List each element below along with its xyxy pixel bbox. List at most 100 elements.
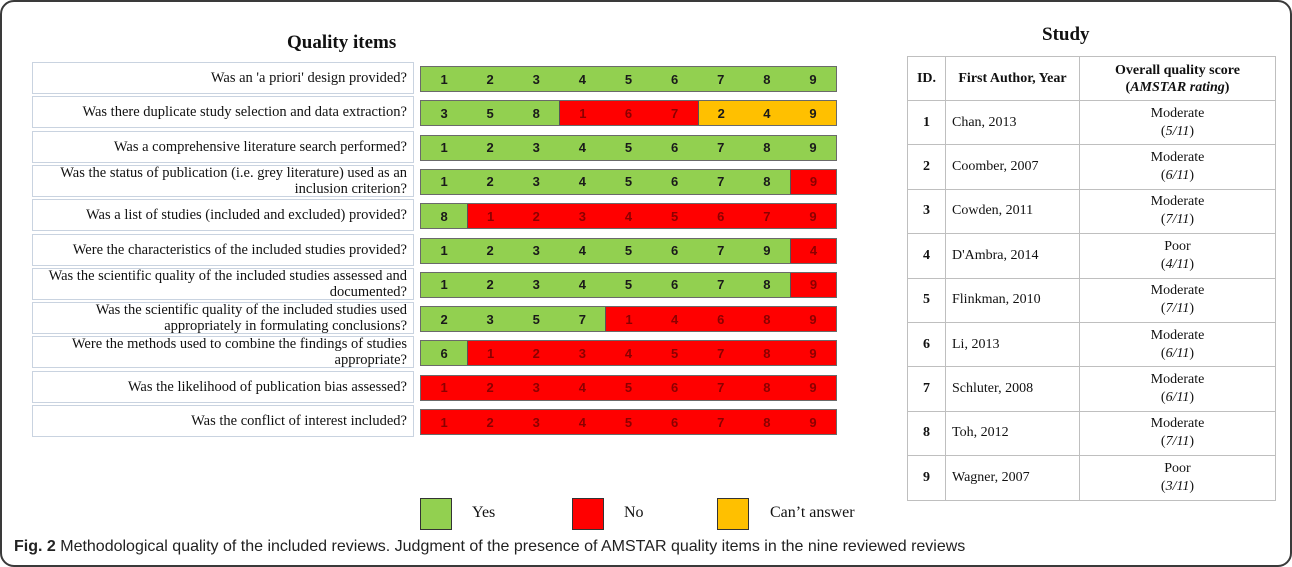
quality-item-label: Was an 'a priori' design provided? [32, 62, 414, 94]
caption-label: Fig. 2 [14, 538, 56, 555]
study-id-cell-no: 4 [605, 204, 652, 229]
amstar-rating: (4/11) [1160, 256, 1195, 272]
legend-cant-answer-swatch [717, 498, 749, 530]
study-score: Poor (4/11) [1079, 233, 1276, 279]
study-id-cell-no: 1 [467, 204, 514, 229]
study-id-cell-no: 3 [513, 375, 560, 400]
study-id-cell-yes: 8 [743, 169, 790, 194]
amstar-rating: (7/11) [1160, 301, 1195, 317]
study-author: Schluter, 2008 [945, 366, 1080, 412]
amstar-rating-value: 7/11 [1165, 301, 1190, 317]
study-id-cell-no: 5 [605, 375, 652, 400]
study-id-cell-yes: 5 [605, 67, 652, 91]
study-row: 5 Flinkman, 2010 Moderate (7/11) [907, 277, 1276, 323]
quality-item-label: Was the scientific quality of the includ… [32, 302, 414, 335]
study-id-cell-no: 9 [789, 375, 836, 400]
study-score: Moderate (6/11) [1079, 321, 1276, 368]
study-id: 7 [907, 366, 946, 412]
amstar-rating: (3/11) [1160, 478, 1195, 494]
amstar-rating: (7/11) [1160, 434, 1195, 450]
study-id-cell-no: 9 [789, 307, 836, 332]
study-id-cell-yes: 6 [651, 135, 698, 160]
study-id-cell-yes: 8 [743, 67, 790, 91]
study-score: Moderate (7/11) [1079, 188, 1276, 235]
legend-no-swatch [572, 498, 604, 530]
study-author: D'Ambra, 2014 [945, 233, 1080, 279]
study-id-cell-no: 2 [467, 375, 514, 400]
quality-item-label: Were the characteristics of the included… [32, 233, 414, 266]
study-id-cell-yes: 8 [743, 135, 790, 160]
quality-item-label: Was a list of studies (included and excl… [32, 199, 414, 232]
study-id-cell-no: 5 [651, 341, 698, 366]
quality-level: Moderate [1150, 105, 1205, 121]
study-id-cell-cant_answer: 4 [743, 101, 790, 126]
study-id-cell-yes: 9 [789, 135, 836, 160]
study-id-cell-no: 7 [651, 101, 698, 126]
study-id-cell-no: 7 [697, 375, 744, 400]
study-id-cell-no: 9 [789, 341, 836, 366]
study-author: Wagner, 2007 [945, 455, 1080, 501]
study-id-cell-yes: 8 [421, 204, 468, 229]
study-row: 7 Schluter, 2008 Moderate (6/11) [907, 366, 1276, 412]
study-author: Toh, 2012 [945, 410, 1080, 457]
study-id: 8 [907, 410, 946, 457]
study-id-cell-yes: 3 [421, 101, 468, 126]
study-id-cell-no: 1 [605, 307, 652, 332]
study-id-cell-no: 3 [559, 204, 606, 229]
legend-cant-answer-label: Can’t answer [770, 504, 855, 521]
caption-text: Methodological quality of the included r… [60, 538, 966, 555]
study-id-cell-yes: 7 [697, 135, 744, 160]
study-id-cell-yes: 6 [421, 341, 468, 366]
study-id-cell-yes: 2 [467, 135, 514, 160]
study-id-cell-yes: 5 [605, 238, 652, 263]
study-id-cell-yes: 1 [421, 135, 468, 160]
study-id-cell-yes: 3 [513, 238, 560, 263]
study-id-cell-no: 9 [789, 272, 836, 297]
quality-level: Moderate [1150, 194, 1205, 210]
study-id-cell-no: 8 [743, 375, 790, 400]
study-id-cell-no: 1 [467, 341, 514, 366]
study-id-cell-yes: 3 [467, 307, 514, 332]
study-id-cell-no: 2 [513, 341, 560, 366]
header-score-title: Overall quality score [1115, 62, 1240, 78]
quality-level: Moderate [1150, 327, 1205, 343]
study-id-cell-yes: 7 [697, 67, 744, 91]
study-id-cell-yes: 1 [421, 272, 468, 297]
study-id-cell-yes: 8 [513, 101, 560, 126]
study-id: 1 [907, 99, 946, 146]
amstar-rating: (7/11) [1160, 212, 1195, 228]
study-row: 6 Li, 2013 Moderate (6/11) [907, 321, 1276, 368]
study-id-cell-no: 5 [605, 410, 652, 434]
quality-item-label: Was a comprehensive literature search pe… [32, 130, 414, 163]
quality-items-heading: Quality items [287, 32, 397, 53]
study-id-cell-yes: 6 [651, 169, 698, 194]
header-score-rating: (AMSTAR rating) [1125, 79, 1230, 95]
amstar-rating: (5/11) [1160, 123, 1195, 139]
amstar-rating-value: 3/11 [1165, 478, 1190, 494]
header-rating-text: AMSTAR rating [1130, 79, 1225, 95]
amstar-rating: (6/11) [1160, 345, 1195, 361]
study-id-cell-yes: 1 [421, 67, 468, 91]
legend-no-label: No [624, 504, 644, 521]
study-row: 3 Cowden, 2011 Moderate (7/11) [907, 188, 1276, 235]
study-author: Coomber, 2007 [945, 144, 1080, 190]
study-id-cell-no: 6 [651, 375, 698, 400]
study-id-cell-yes: 6 [651, 272, 698, 297]
study-id-cell-yes: 4 [559, 135, 606, 160]
quality-item-label: Was there duplicate study selection and … [32, 96, 414, 129]
study-id-cell-yes: 4 [559, 238, 606, 263]
study-id-cell-no: 9 [789, 204, 836, 229]
study-row: 4 D'Ambra, 2014 Poor (4/11) [907, 233, 1276, 279]
study-score: Moderate (6/11) [1079, 366, 1276, 412]
study-id: 6 [907, 321, 946, 368]
amstar-rating-value: 6/11 [1165, 345, 1190, 361]
study-id-cell-yes: 3 [513, 67, 560, 91]
study-id-cell-yes: 7 [697, 238, 744, 263]
study-id-cell-yes: 6 [651, 238, 698, 263]
